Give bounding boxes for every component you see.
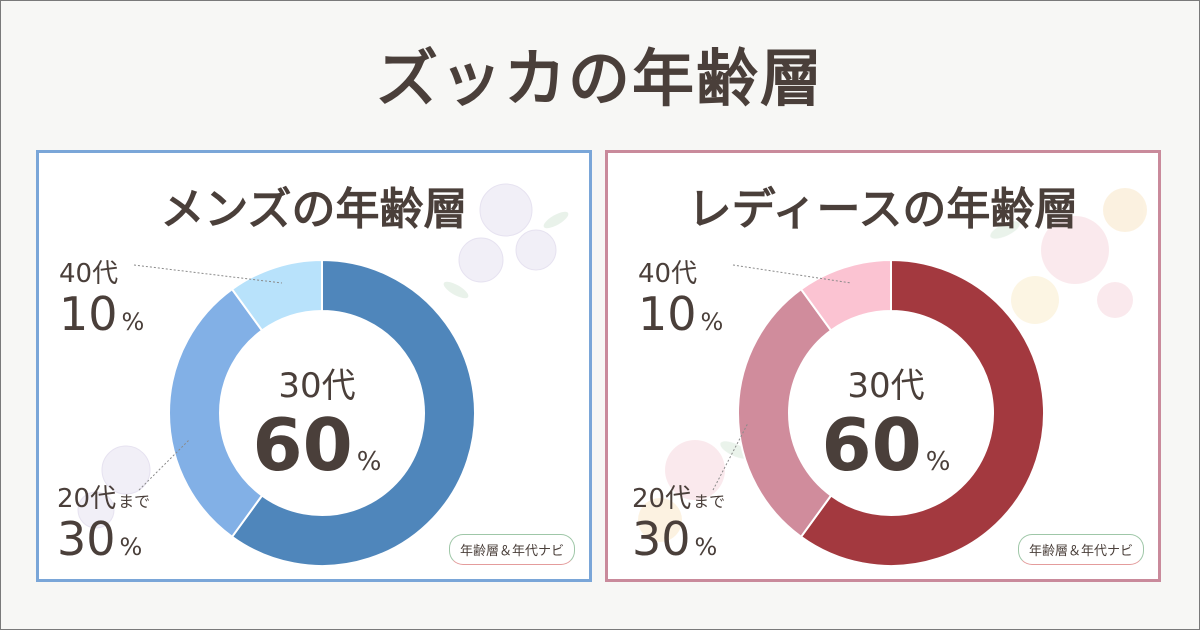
label-20s: 20代 まで 30% xyxy=(632,478,725,563)
pct-10-value: 10 xyxy=(638,287,697,341)
site-badge: 年齢層＆年代ナビ xyxy=(448,534,575,565)
percent-unit: % xyxy=(694,533,718,561)
age-20-prefix: 20代 xyxy=(57,484,117,514)
label-40s: 40代 10% xyxy=(638,253,723,338)
donut-slice xyxy=(737,287,833,539)
age-20-suffix: まで xyxy=(693,492,726,511)
center-percent-value: 60 xyxy=(252,403,353,487)
percent-unit: % xyxy=(119,533,143,561)
center-age-label: 30代 xyxy=(278,366,356,406)
pct-10-value: 10 xyxy=(59,287,118,341)
pct-30-value: 30 xyxy=(57,512,116,566)
site-badge: 年齢層＆年代ナビ xyxy=(1017,534,1144,565)
leader-line xyxy=(133,264,283,284)
percent-unit: % xyxy=(700,308,724,336)
age-40-label: 40代 xyxy=(638,259,698,289)
flower-decoration xyxy=(638,188,1147,542)
donut-slice xyxy=(230,258,323,332)
mens-chart-title: メンズの年齢層 xyxy=(160,184,468,235)
pct-10-label: 10% xyxy=(59,290,144,338)
donut-slice xyxy=(799,258,892,332)
flower-decoration xyxy=(77,183,569,529)
center-age-label: 30代 xyxy=(847,366,925,406)
ladies-donut-chart xyxy=(712,258,1045,567)
donut-slice xyxy=(230,258,476,567)
ladies-chart-title: レディースの年齢層 xyxy=(687,184,1079,235)
pct-30-value: 30 xyxy=(632,512,691,566)
percent-unit: % xyxy=(121,308,145,336)
age-40-label: 40代 xyxy=(59,259,119,289)
page-title: ズッカの年齢層 xyxy=(375,42,824,115)
center-percent: 60% xyxy=(39,403,589,487)
center-percent: 60% xyxy=(608,403,1158,487)
age-20-suffix: まで xyxy=(118,492,151,511)
center-percent-value: 60 xyxy=(821,403,922,487)
pct-10-label: 10% xyxy=(638,290,723,338)
mens-donut-chart xyxy=(133,258,476,567)
pct-30-label: 30% xyxy=(632,515,725,563)
mens-panel: メンズの年齢層 30代 60% 40代 10% 20代 まで 30% 年齢層＆年代… xyxy=(36,150,592,582)
percent-unit: % xyxy=(925,447,951,477)
label-20s: 20代 まで 30% xyxy=(57,478,150,563)
pct-30-label: 30% xyxy=(57,515,150,563)
donut-slice xyxy=(799,258,1045,567)
leader-line xyxy=(712,422,749,491)
percent-unit: % xyxy=(356,447,382,477)
age-20-label: 20代 まで xyxy=(57,478,150,515)
ladies-panel: レディースの年齢層 30代 60% 40代 10% 20代 まで 30% 年齢層＆… xyxy=(605,150,1161,582)
label-40s: 40代 10% xyxy=(59,253,144,338)
age-20-label: 20代 まで xyxy=(632,478,725,515)
donut-slice xyxy=(168,287,264,539)
age-20-prefix: 20代 xyxy=(632,484,692,514)
